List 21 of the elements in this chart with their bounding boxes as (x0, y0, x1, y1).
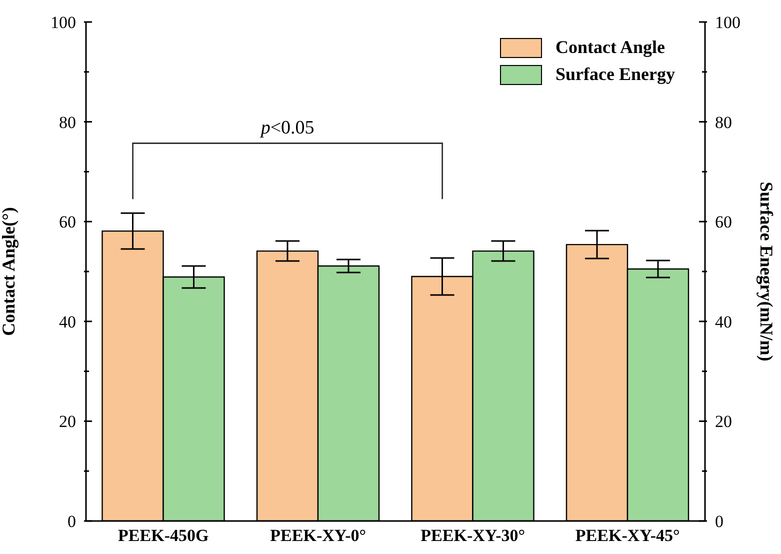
y-tick-label: 0 (68, 512, 76, 531)
annotation: p<0.05 (258, 117, 314, 138)
legend-label: Contact Angle (556, 37, 666, 58)
y2-tick-label: 80 (715, 112, 732, 132)
y2-axis-title: Surface Enegry(mN/m) (756, 182, 777, 362)
y-tick-label: 60 (59, 212, 76, 232)
x-tick-label: PEEK-XY-30° (420, 526, 526, 546)
x-tick-label: PEEK-XY-0° (270, 526, 366, 546)
y2-tick-label: 0 (715, 512, 724, 531)
legend-label: Surface Energy (556, 64, 675, 85)
y2-tick-label: 40 (715, 312, 732, 332)
y-tick-label: 40 (59, 312, 76, 332)
y-axis-title: Contact Angle(°) (0, 207, 18, 336)
y-tick-label: 80 (59, 112, 76, 132)
x-tick-label: PEEK-XY-45° (575, 526, 680, 546)
y-tick-label: 20 (59, 412, 76, 432)
y2-tick-label: 20 (715, 412, 732, 432)
y2-tick-label: 60 (715, 212, 732, 232)
y2-tick-label: 100 (715, 12, 740, 32)
y-tick-label: 100 (50, 12, 76, 32)
x-tick-label: PEEK-450G (118, 526, 209, 546)
